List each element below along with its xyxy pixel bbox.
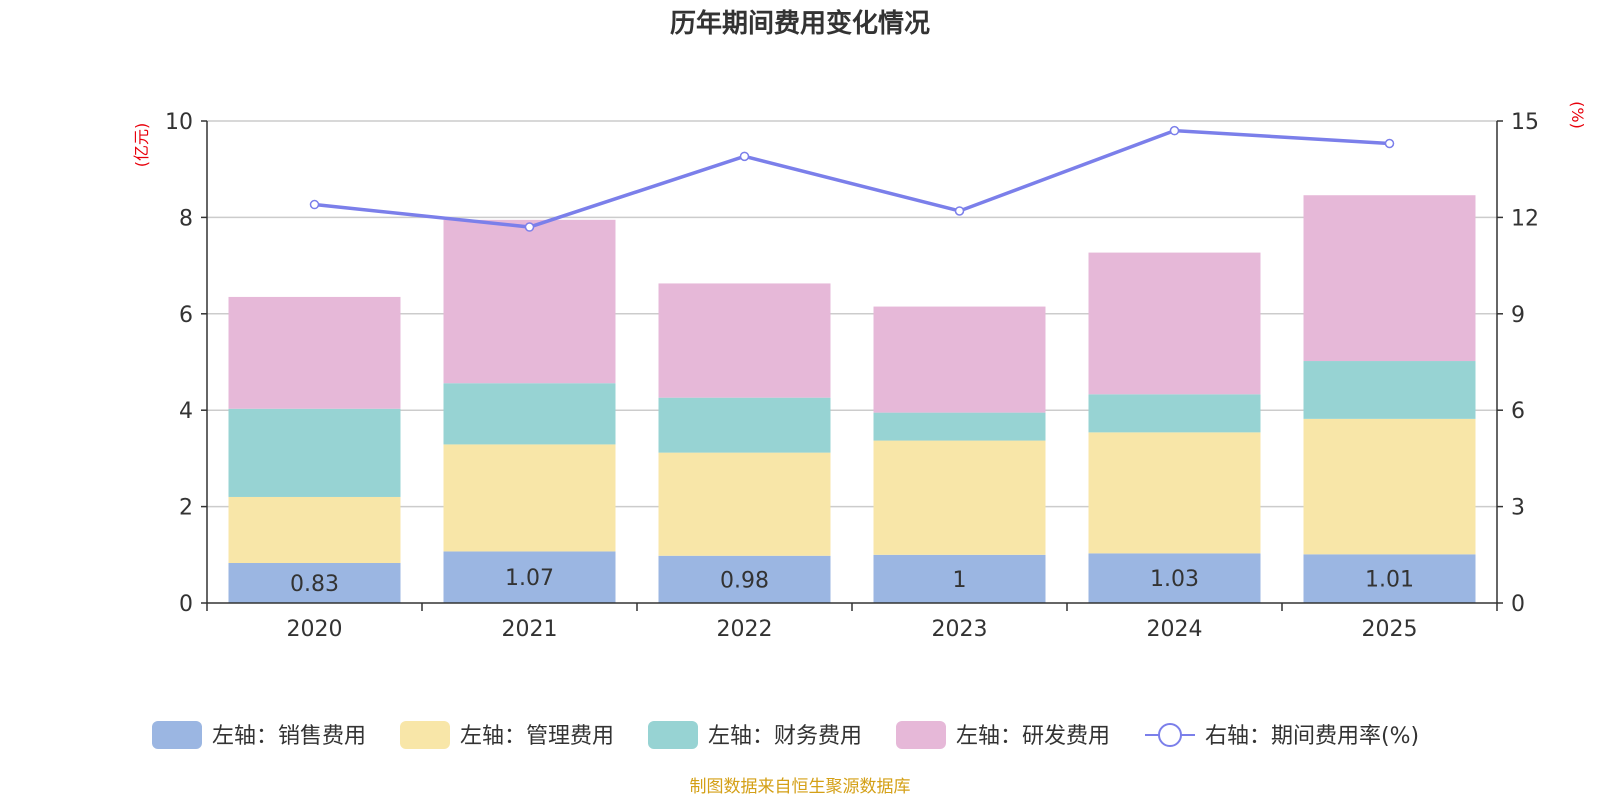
bar-segment [1303,361,1476,419]
bar-segment [443,551,616,603]
left-axis-tick-label: 4 [179,399,193,424]
rate-line-point [1384,138,1395,149]
bar-data-label: 0.83 [290,572,339,597]
bar-segment [443,444,616,552]
right-axis-tick-label: 3 [1511,496,1525,521]
data-labels: 0.83 1.07 0.98 1 1.03 1.01 [290,566,1414,597]
right-axis-unit: (%) [1568,101,1587,129]
legend-label: 左轴：管理费用 [460,724,614,749]
rate-line-point [1169,125,1180,136]
x-axis-tick-label: 2023 [932,617,988,642]
bar-segment [658,397,831,453]
bar-data-label: 1.03 [1150,567,1199,592]
rate-line-point [954,206,965,216]
left-axis-unit: (亿元) [132,123,151,168]
bar-segment [1088,553,1261,603]
rate-line-point [739,151,750,162]
bar-segment [1088,394,1261,433]
legend-label: 左轴：研发费用 [956,724,1110,749]
legend-label: 左轴：财务费用 [708,724,862,749]
bar-segment [443,219,616,384]
bar-segment [873,554,1046,603]
bar-segment [873,440,1046,555]
x-axis-tick-label: 2020 [287,617,343,642]
bar-segment [873,412,1046,441]
bar-segment [1088,252,1261,395]
bar-series [228,195,1476,603]
left-axis-tick-label: 8 [179,206,193,231]
left-axis-tick-label: 6 [179,303,193,328]
left-axis-tick-label: 2 [179,496,193,521]
bar-data-label: 1.07 [505,566,554,591]
x-axis-tick-label: 2022 [717,617,773,642]
right-axis-tick-label: 15 [1511,110,1539,135]
legend-swatch [648,721,698,749]
right-axis-tick-label: 12 [1511,206,1539,231]
legend-label: 左轴：销售费用 [212,724,366,749]
source-note: 制图数据来自恒生聚源数据库 [690,777,911,797]
bar-data-label: 0.98 [720,568,769,593]
bar-segment [228,562,401,603]
right-axis-tick-label: 6 [1511,399,1525,424]
legend-line-marker [1158,723,1182,747]
bar-data-label: 1.01 [1365,568,1414,593]
right-axis-tick-label: 0 [1511,592,1525,617]
legend-swatch [896,721,946,749]
bar-segment [1303,554,1476,603]
bar-segment [1303,195,1476,362]
rate-line [314,128,1390,229]
x-axis-tick-label: 2025 [1362,617,1418,642]
bar-segment [658,555,831,603]
bar-segment [228,496,401,563]
rate-line-point [309,199,320,210]
bar-data-label: 1 [953,568,967,593]
bar-segment [228,296,401,409]
left-axis-tick-label: 0 [179,592,193,617]
left-axis-tick-label: 10 [165,110,193,135]
legend: 左轴：销售费用 左轴：管理费用 左轴：财务费用 左轴：研发费用 右轴：期间费用率(%) [152,721,1419,749]
bar-segment [1303,418,1476,555]
legend-swatch [400,721,450,749]
legend-label: 右轴：期间费用率(%) [1205,724,1419,749]
bar-segment [658,283,831,398]
rate-line-point [524,222,535,232]
bar-segment [443,383,616,445]
bar-segment [1088,432,1261,554]
rate-line-series [309,125,1395,232]
chart-title: 历年期间费用变化情况 [670,8,930,39]
bar-segment [658,452,831,556]
legend-swatch [152,721,202,749]
x-axis-tick-label: 2024 [1147,617,1203,642]
right-axis-tick-label: 9 [1511,303,1525,328]
bar-segment [228,408,401,497]
x-axis-tick-label: 2021 [502,617,558,642]
bar-segment [873,306,1046,413]
axes: 0 2 4 6 8 10 0 3 6 9 12 15 2020 2021 2022 2023 2024 2025 [165,110,1539,642]
